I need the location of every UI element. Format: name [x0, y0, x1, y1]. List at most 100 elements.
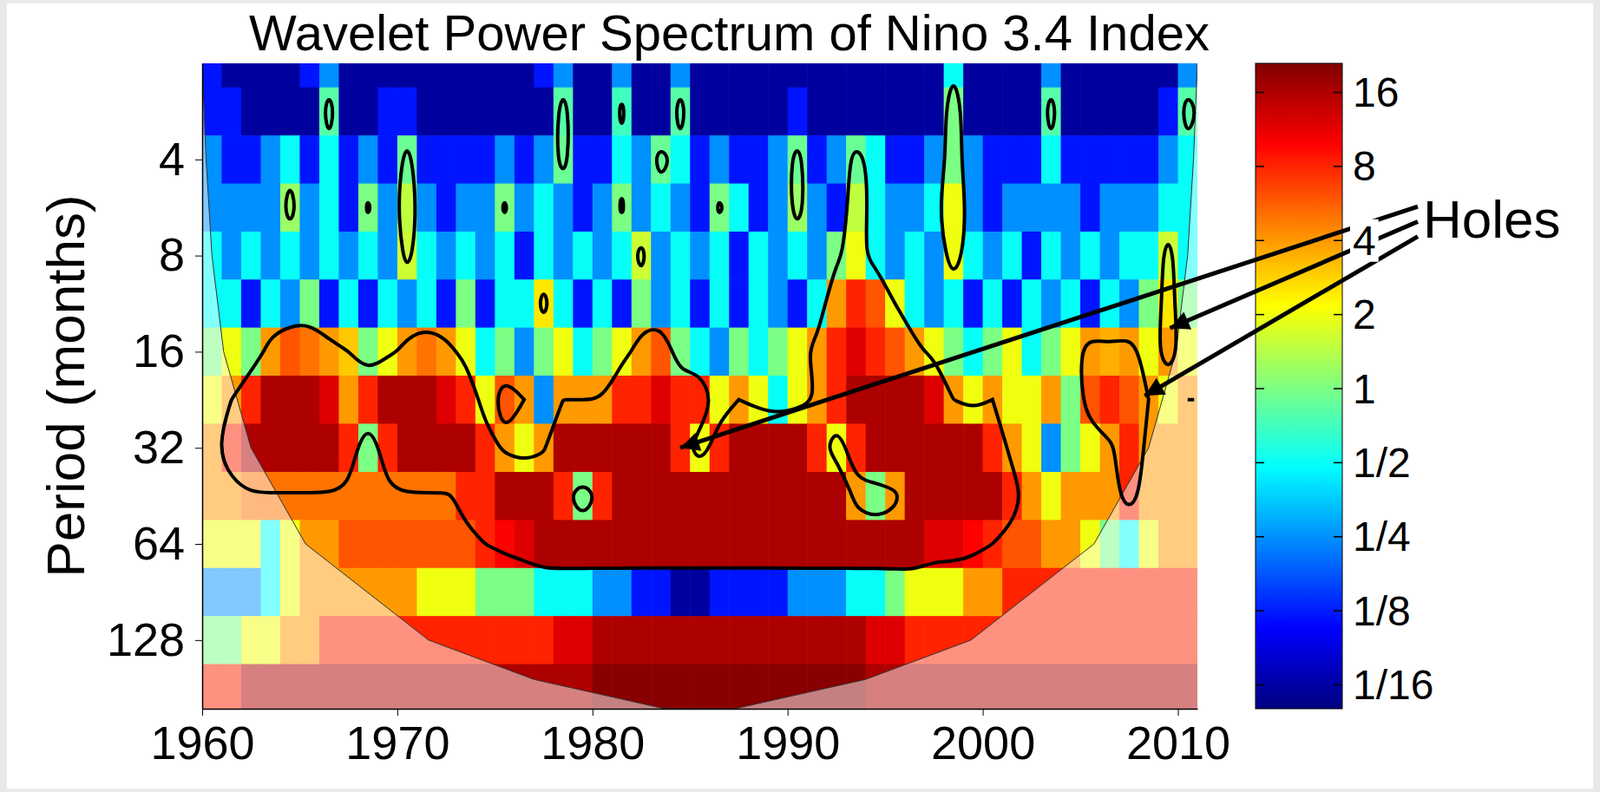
heat-cell [416, 279, 437, 328]
heat-cell [475, 472, 496, 521]
colorbar-tick [1255, 165, 1265, 168]
heat-cell [319, 279, 340, 328]
coi-shade [202, 63, 1198, 709]
heat-cell [1002, 63, 1023, 88]
heat-cell [689, 231, 710, 281]
heat-cell [553, 472, 574, 521]
heat-cell [885, 63, 905, 88]
heat-cell [397, 87, 418, 137]
heat-cell [533, 279, 554, 328]
heat-cell [319, 135, 340, 184]
heat-cell [631, 63, 652, 88]
heat-cell [904, 135, 925, 184]
y-tick-mark [195, 544, 203, 545]
heat-cell [533, 568, 554, 617]
heat-cell [494, 135, 515, 184]
heat-cell [904, 279, 925, 328]
heat-cell [611, 135, 632, 184]
heat-cell [475, 568, 496, 617]
y-tick-mark [195, 351, 203, 353]
heat-cell [553, 63, 574, 88]
heat-cell [1100, 327, 1121, 377]
heat-cell [806, 568, 827, 617]
heat-cell [631, 472, 652, 521]
heat-cell [1061, 375, 1082, 425]
heat-cell [358, 375, 379, 425]
y-tick: 128 [106, 613, 203, 666]
heat-cell [572, 472, 593, 521]
heat-cell [494, 327, 515, 377]
heat-cell [1022, 63, 1043, 88]
heat-cell [592, 568, 613, 617]
heat-cell [885, 183, 905, 233]
heat-cell [358, 423, 379, 473]
heat-cell [416, 231, 437, 281]
heat-cell [650, 375, 671, 425]
heat-cell [1022, 135, 1043, 184]
heat-cell [533, 183, 554, 233]
heat-cell [983, 472, 1004, 521]
heat-cell [650, 568, 671, 617]
heat-cell [377, 63, 398, 88]
colorbar-tick [1255, 239, 1265, 242]
heat-cell [533, 63, 554, 88]
heat-cell [806, 63, 827, 88]
heat-cell [299, 327, 320, 377]
heat-cell [514, 135, 535, 184]
heat-cell [748, 472, 769, 521]
heat-cell [1178, 63, 1198, 88]
heat-cell [650, 423, 671, 473]
y-tick: 32 [132, 420, 203, 473]
heat-cell [611, 519, 632, 569]
heat-cell [416, 423, 437, 473]
heat-cell [241, 87, 262, 137]
heat-cell [436, 472, 457, 521]
heat-cell [650, 616, 671, 665]
heat-cell [572, 423, 593, 473]
x-tick-mark [202, 708, 204, 716]
heat-cell [748, 375, 769, 425]
heat-cell [592, 135, 613, 184]
heat-cell [299, 423, 320, 473]
heat-cell [1119, 87, 1140, 137]
heat-cell [1158, 183, 1179, 233]
heat-cell [592, 279, 613, 328]
heat-cell [377, 183, 398, 233]
heat-cell [280, 327, 301, 377]
heat-cell [1061, 472, 1082, 521]
heat-cell [338, 375, 359, 425]
heat-cell [650, 63, 671, 88]
heat-cell [592, 616, 613, 665]
x-axis: 196019701980199020002010 [150, 708, 1231, 769]
heat-cell [826, 87, 847, 137]
heat-cell [709, 279, 730, 328]
heat-cell [338, 183, 359, 233]
colorbar-tick-label: 1/4 [1352, 513, 1411, 560]
heat-cell [963, 63, 984, 88]
heat-cell [533, 231, 554, 281]
heat-cell [416, 568, 437, 617]
heat-cell [1041, 231, 1062, 281]
heat-cell [455, 183, 476, 233]
colorbar-tick-label: 16 [1352, 69, 1399, 116]
heat-cell [709, 519, 730, 569]
heat-cell [1022, 375, 1043, 425]
heat-cell [1119, 423, 1140, 473]
heat-cell [748, 279, 769, 328]
heat-cell [494, 519, 515, 569]
colorbar-label-group: 1 [1350, 366, 1379, 413]
heat-cell [1139, 63, 1160, 88]
heat-cell [553, 327, 574, 377]
heat-cell [1139, 183, 1160, 233]
heat-cell [904, 519, 925, 569]
heat-cell [377, 519, 398, 569]
colorbar-label-group: 1/4 [1350, 513, 1414, 560]
heat-cell [494, 423, 515, 473]
heat-cell [1139, 279, 1160, 328]
heat-cell [748, 327, 769, 377]
heat-cell [826, 616, 847, 665]
heat-cell [358, 63, 379, 88]
heat-cell [436, 63, 457, 88]
heat-cell [806, 423, 827, 473]
y-tick-mark [195, 255, 203, 257]
